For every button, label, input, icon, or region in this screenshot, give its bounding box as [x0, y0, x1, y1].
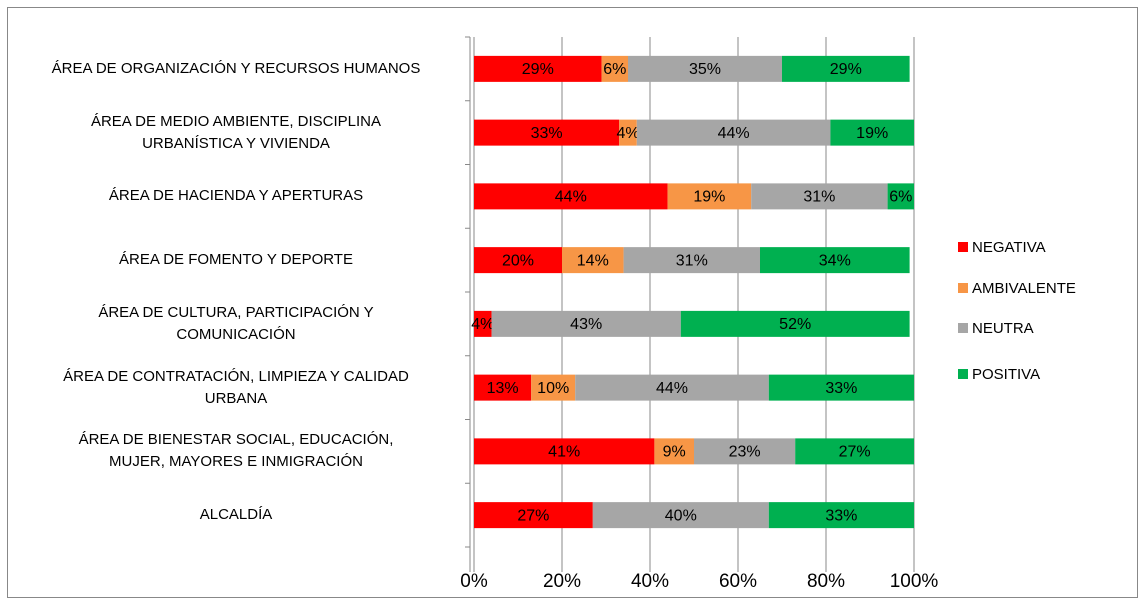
bar-segment	[474, 247, 562, 274]
y-tick-label: ÁREA DE MEDIO AMBIENTE, DISCIPLINA URBAN…	[90, 112, 382, 152]
legend-label: AMBIVALENTE	[972, 280, 1076, 297]
y-tick-label: ALCALDÍA	[199, 506, 273, 524]
data-label: 40%	[665, 507, 697, 524]
data-label: 35%	[689, 61, 721, 78]
bar-segment	[887, 183, 914, 210]
bar-segment	[474, 502, 593, 529]
data-label: 14%	[577, 252, 609, 269]
legend-swatch	[958, 242, 968, 252]
data-label: 19%	[856, 125, 888, 142]
data-label: 33%	[825, 380, 857, 397]
data-label: 27%	[839, 444, 871, 461]
data-label: 29%	[522, 61, 554, 78]
bar-segment	[623, 247, 760, 274]
legend-label: NEUTRA	[972, 320, 1034, 337]
y-tick-label: ÁREA DE FOMENTO Y DEPORTE	[119, 251, 353, 269]
x-tick-label: 20%	[543, 571, 581, 592]
x-tick-label: 60%	[719, 571, 757, 592]
data-label: 44%	[718, 125, 750, 142]
x-tick-label: 100%	[890, 571, 939, 592]
data-label: 52%	[779, 316, 811, 333]
bar-segment	[474, 374, 532, 401]
bar-segment	[768, 502, 914, 529]
y-tick-label: ÁREA DE ORGANIZACIÓN Y RECURSOS HUMANOS	[51, 59, 421, 77]
x-tick-label: 40%	[631, 571, 669, 592]
bar-segment	[474, 183, 668, 210]
data-label: 6%	[889, 189, 912, 206]
bar-segment	[474, 310, 492, 337]
x-tick-label: 0%	[460, 571, 488, 592]
bar-segment	[491, 310, 681, 337]
bar-segment	[667, 183, 752, 210]
bar-segment	[628, 55, 782, 82]
data-label: 4%	[616, 125, 639, 142]
x-tick-label: 80%	[807, 571, 845, 592]
data-label: 33%	[531, 125, 563, 142]
bar-segment	[619, 119, 637, 146]
data-label: 33%	[825, 507, 857, 524]
bar-segment	[654, 438, 694, 465]
bar-segment	[601, 55, 628, 82]
bar-segment	[562, 247, 624, 274]
legend-swatch	[958, 369, 968, 379]
data-label: 29%	[830, 61, 862, 78]
bar-segment	[680, 310, 910, 337]
chart-border	[7, 7, 1138, 598]
y-tick-label: ÁREA DE CONTRATACIÓN, LIMPIEZA Y CALIDAD…	[63, 367, 409, 407]
bar-segment	[782, 55, 910, 82]
bar-segment	[768, 374, 914, 401]
data-label: 19%	[693, 189, 725, 206]
data-label: 43%	[570, 316, 602, 333]
bar-segment	[694, 438, 796, 465]
legend-swatch	[958, 283, 968, 293]
data-label: 27%	[517, 507, 549, 524]
data-label: 34%	[819, 252, 851, 269]
bar-segment	[531, 374, 576, 401]
bar-segment	[830, 119, 914, 146]
bar-segment	[760, 247, 910, 274]
data-label: 20%	[502, 252, 534, 269]
data-label: 23%	[729, 444, 761, 461]
data-label: 44%	[555, 189, 587, 206]
bar-segment	[795, 438, 914, 465]
data-label: 9%	[663, 444, 686, 461]
bar-segment	[474, 119, 620, 146]
legend-swatch	[958, 323, 968, 333]
data-label: 44%	[656, 380, 688, 397]
data-label: 31%	[676, 252, 708, 269]
data-label: 31%	[803, 189, 835, 206]
legend-label: NEGATIVA	[972, 239, 1046, 256]
bar-segment	[575, 374, 769, 401]
data-label: 10%	[537, 380, 569, 397]
data-label: 4%	[471, 316, 494, 333]
bar-segment	[474, 55, 602, 82]
y-tick-label: ÁREA DE HACIENDA Y APERTURAS	[108, 187, 364, 205]
bar-segment	[474, 438, 655, 465]
bar-segment	[751, 183, 888, 210]
data-label: 6%	[603, 61, 626, 78]
bar-segment	[592, 502, 769, 529]
data-label: 13%	[487, 380, 519, 397]
y-tick-label: ÁREA DE BIENESTAR SOCIAL, EDUCACIÓN, MUJ…	[78, 431, 394, 471]
y-tick-label: ÁREA DE CULTURA, PARTICIPACIÓN Y COMUNIC…	[98, 303, 374, 343]
legend-label: POSITIVA	[972, 366, 1040, 383]
data-label: 41%	[548, 444, 580, 461]
bar-segment	[636, 119, 831, 146]
